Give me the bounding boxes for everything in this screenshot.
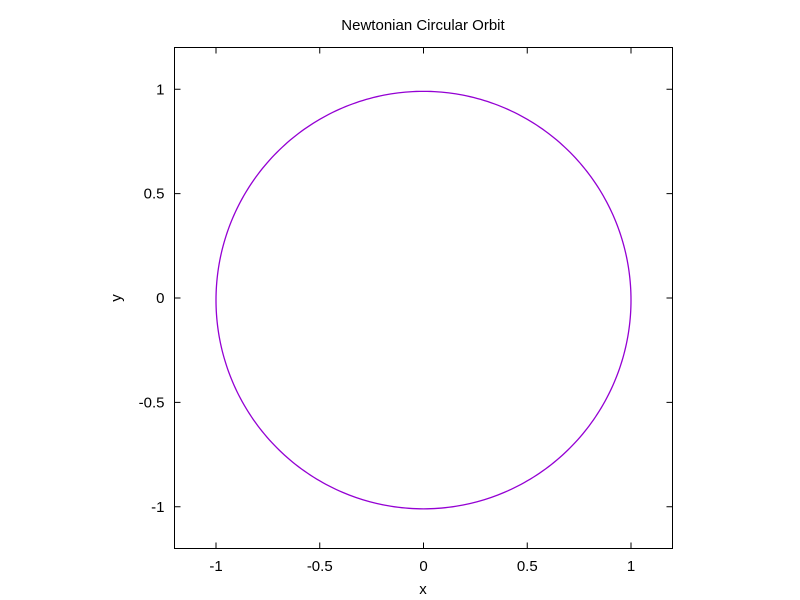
x-tick-label: -1 [209, 558, 222, 575]
x-tick-label: 0.5 [517, 558, 538, 575]
y-tick-label: -0.5 [139, 394, 165, 411]
y-tick-label: 0.5 [144, 186, 165, 203]
y-tick-label: 1 [156, 81, 164, 98]
x-tick-label: -0.5 [307, 558, 333, 575]
y-tick-label: 0 [156, 290, 164, 307]
x-tick-label: 1 [627, 558, 635, 575]
x-axis-label: x [419, 581, 427, 598]
x-tick-label: 0 [419, 558, 427, 575]
y-axis-label: y [108, 294, 125, 302]
ticks-layer: -1 -0.5 0 0.5 1 -1 -0.5 0 0.5 1 [139, 47, 673, 575]
orbit-line [215, 90, 632, 510]
series-layer [215, 90, 632, 510]
y-tick-label: -1 [151, 499, 164, 516]
plot-area-frame [174, 47, 673, 549]
chart-title: Newtonian Circular Orbit [341, 17, 505, 34]
